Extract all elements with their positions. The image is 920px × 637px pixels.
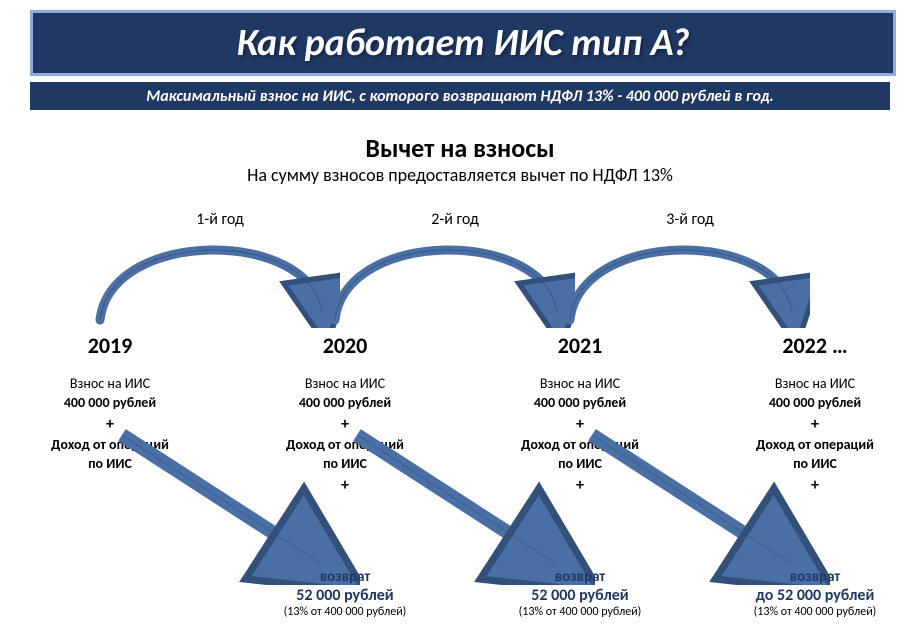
return-amount-2022: до 52 000 рублей (705, 586, 920, 605)
year-2022: 2022 … (705, 332, 920, 359)
return-amount-2020: 52 000 рублей (235, 586, 455, 605)
return-2020: возврат 52 000 рублей (13% от 400 000 ру… (235, 568, 455, 619)
contrib-value-2020: 400 000 рублей (235, 394, 455, 413)
section-heading: Вычет на взносы (0, 132, 920, 164)
diag-arrow-3 (570, 415, 830, 585)
contrib-label-2022: Взнос на ИИС (705, 375, 920, 394)
subtitle-text: Максимальный взнос на ИИС, с которого во… (146, 87, 774, 106)
arc-label-2: 2-й год (345, 210, 565, 229)
return-note-2021: (13% от 400 000 рублей) (470, 605, 690, 619)
arc-label-3: 3-й год (580, 210, 800, 229)
return-2021: возврат 52 000 рублей (13% от 400 000 ру… (470, 568, 690, 619)
return-note-2022: (13% от 400 000 рублей) (705, 605, 920, 619)
contrib-value-2022: 400 000 рублей (705, 394, 920, 413)
contrib-value-2019: 400 000 рублей (0, 394, 220, 413)
return-note-2020: (13% от 400 000 рублей) (235, 605, 455, 619)
contrib-label-2021: Взнос на ИИС (470, 375, 690, 394)
page-root: Как работает ИИС тип А? Максимальный взн… (0, 0, 920, 637)
year-2020: 2020 (235, 332, 455, 359)
arc-label-1: 1-й год (110, 210, 330, 229)
arc-arrow-3 (550, 228, 810, 328)
arc-arrow-2 (315, 228, 575, 328)
diag-arrow-2 (335, 415, 595, 585)
title-bar: Как работает ИИС тип А? (30, 10, 896, 76)
return-amount-2021: 52 000 рублей (470, 586, 690, 605)
return-label-2020: возврат (235, 568, 455, 586)
year-2019: 2019 (0, 332, 220, 359)
return-label-2021: возврат (470, 568, 690, 586)
contrib-label-2019: Взнос на ИИС (0, 375, 220, 394)
arc-arrow-1 (80, 228, 340, 328)
contrib-value-2021: 400 000 рублей (470, 394, 690, 413)
title-text: Как работает ИИС тип А? (236, 20, 689, 66)
contrib-label-2020: Взнос на ИИС (235, 375, 455, 394)
return-2022: возврат до 52 000 рублей (13% от 400 000… (705, 568, 920, 619)
return-label-2022: возврат (705, 568, 920, 586)
year-2021: 2021 (470, 332, 690, 359)
diag-arrow-1 (100, 415, 360, 585)
subtitle-bar: Максимальный взнос на ИИС, с которого во… (30, 82, 890, 110)
section-sub: На сумму взносов предоставляется вычет п… (0, 164, 920, 186)
